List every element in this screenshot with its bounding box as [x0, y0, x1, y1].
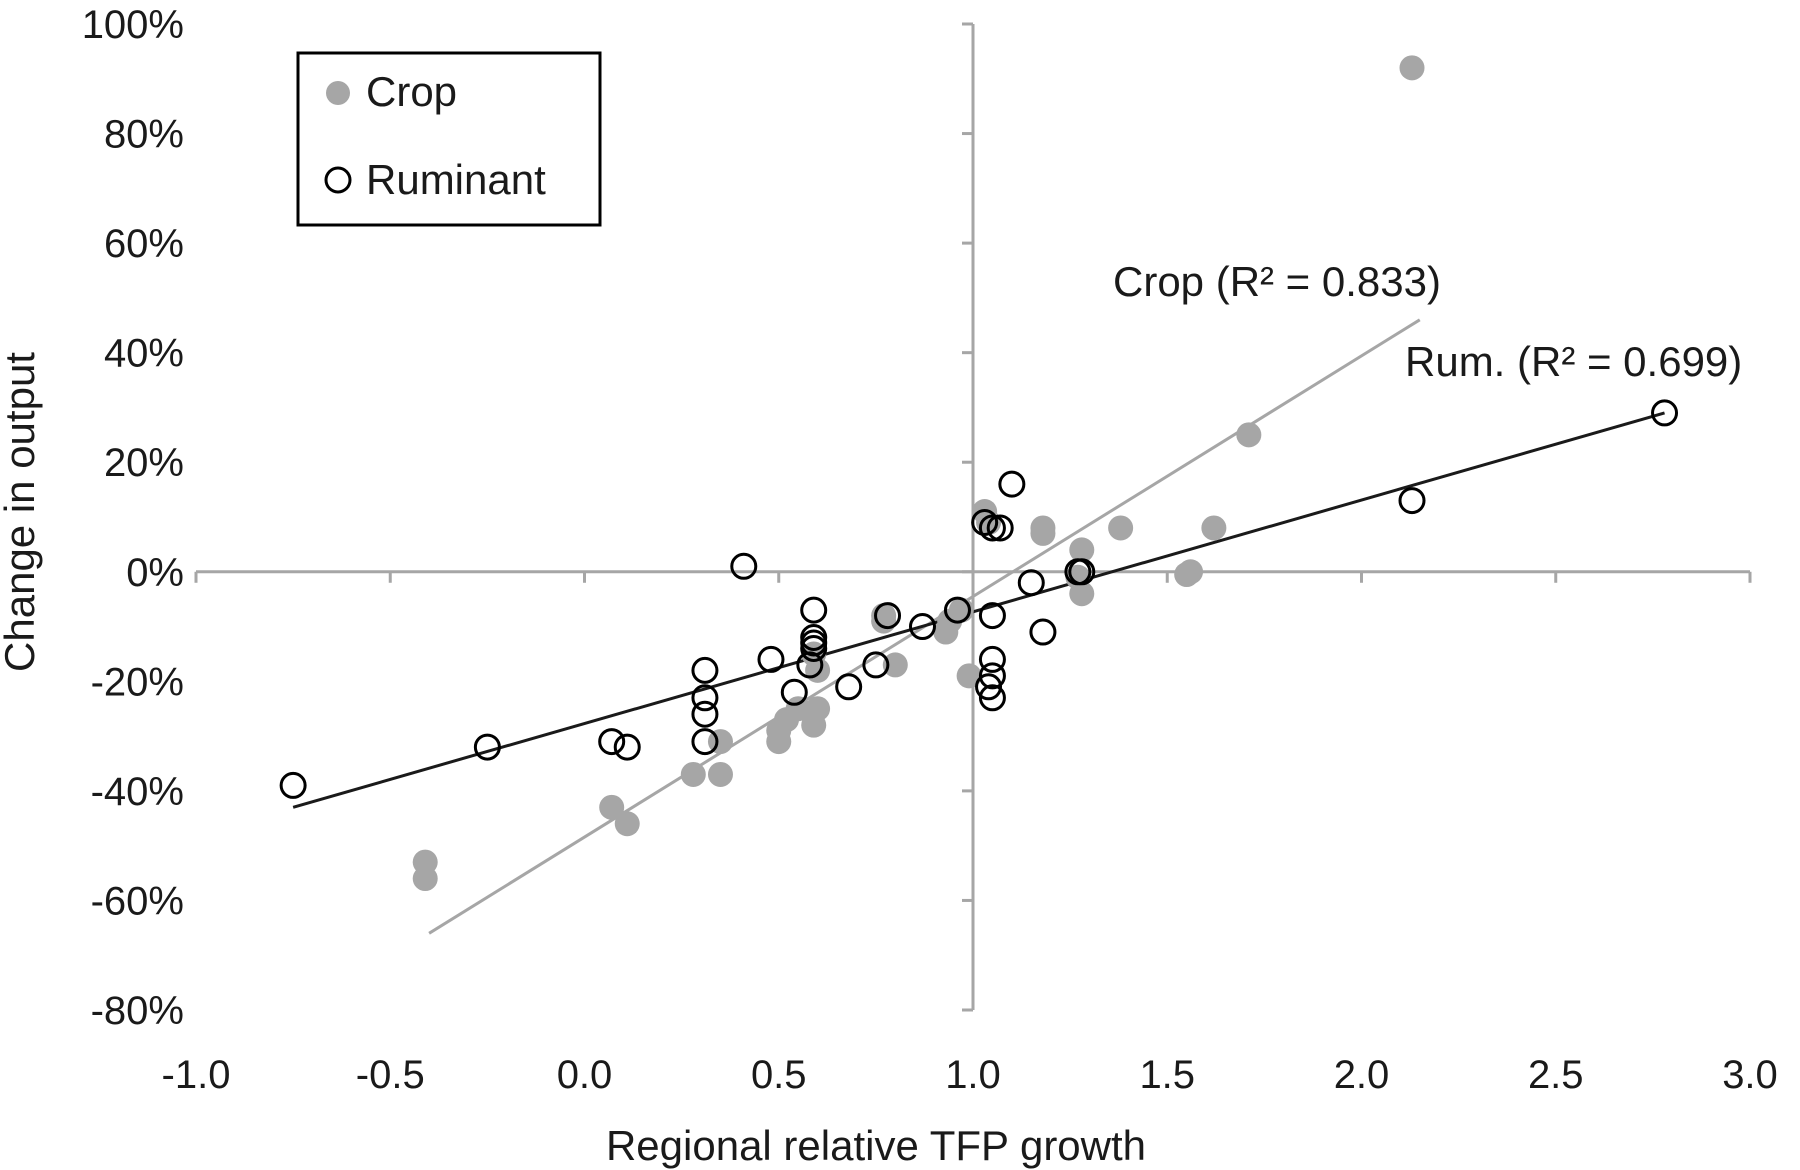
- ruminant-point: [978, 602, 1006, 630]
- ruminant-point: [874, 602, 902, 630]
- ruminant-point: [978, 684, 1006, 712]
- ruminant-point: [975, 673, 1003, 701]
- ruminant-point: [473, 733, 501, 761]
- y-tick-label: -60%: [91, 879, 184, 923]
- y-tick-label: 100%: [82, 3, 184, 47]
- trendlines: [292, 318, 1665, 935]
- y-tick-label: -40%: [91, 770, 184, 814]
- crop-point: [1399, 55, 1425, 81]
- ruminant-point: [1017, 569, 1045, 597]
- ruminant-trendline-label: Rum. (R² = 0.699): [1405, 338, 1742, 385]
- crop-point: [1201, 515, 1227, 541]
- x-tick-label: 3.0: [1722, 1053, 1778, 1097]
- data-points: [279, 55, 1679, 892]
- crop-point: [599, 794, 625, 820]
- y-tick-label: 80%: [104, 113, 184, 157]
- ruminant-point: [613, 733, 641, 761]
- ruminant-point: [862, 651, 890, 679]
- crop-point: [412, 866, 438, 892]
- ruminant-point: [1398, 487, 1426, 515]
- ruminant-point: [780, 678, 808, 706]
- legend-crop-label: Crop: [366, 68, 457, 115]
- legend-ruminant-label: Ruminant: [366, 156, 546, 203]
- crop-point: [1069, 537, 1095, 563]
- ruminant-point: [796, 651, 824, 679]
- ruminant-point: [730, 552, 758, 580]
- x-tick-label: 0.5: [751, 1053, 807, 1097]
- crop-point: [1174, 562, 1200, 588]
- ruminant-point: [908, 613, 936, 641]
- ruminant-point: [835, 673, 863, 701]
- y-tick-label: -80%: [91, 989, 184, 1033]
- ruminant-point: [757, 645, 785, 673]
- crop-point: [774, 707, 800, 733]
- ruminant-point: [800, 596, 828, 624]
- crop-point: [707, 761, 733, 787]
- ruminant-point: [978, 514, 1006, 542]
- ruminant-point: [691, 700, 719, 728]
- ruminant-point: [691, 656, 719, 684]
- x-tick-label: 2.5: [1528, 1053, 1584, 1097]
- ruminant-point: [800, 634, 828, 662]
- ruminant-trendline: [292, 411, 1665, 809]
- x-tick-label: 1.5: [1139, 1053, 1195, 1097]
- ruminant-point: [279, 771, 307, 799]
- ruminant-point: [1651, 399, 1679, 427]
- ruminant-point: [971, 508, 999, 536]
- legend-crop-marker: [326, 81, 350, 105]
- crop-point: [882, 652, 908, 678]
- legend-box: [296, 51, 602, 227]
- crop-point: [1030, 520, 1056, 546]
- crop-point: [680, 761, 706, 787]
- y-axis-title: Change in output: [0, 352, 43, 672]
- y-tick-label: 20%: [104, 441, 184, 485]
- crop-trendline-label: Crop (R² = 0.833): [1113, 258, 1441, 305]
- ruminant-point: [691, 728, 719, 756]
- y-tick-label: 0%: [126, 551, 184, 595]
- crop-point: [801, 712, 827, 738]
- x-tick-label: -0.5: [356, 1053, 425, 1097]
- ruminant-point: [998, 470, 1026, 498]
- ruminant-point: [1064, 558, 1092, 586]
- y-tick-label: 40%: [104, 332, 184, 376]
- ruminant-point: [1029, 618, 1057, 646]
- axes: -1.0 -0.5 0.0 0.5 1.0 1.5 2.0 2.5 3.0 -80% -60% -40…: [82, 3, 1778, 1097]
- ruminant-point: [943, 596, 971, 624]
- legend: Crop Ruminant: [296, 51, 602, 227]
- crop-point: [614, 811, 640, 837]
- crop-point: [1236, 422, 1262, 448]
- x-axis-title: Regional relative TFP growth: [606, 1122, 1146, 1169]
- x-tick-label: -1.0: [162, 1053, 231, 1097]
- ruminant-point: [986, 514, 1014, 542]
- x-tick-label: 2.0: [1334, 1053, 1390, 1097]
- ruminant-point: [691, 684, 719, 712]
- x-tick-label: 1.0: [945, 1053, 1001, 1097]
- x-tick-label: 0.0: [557, 1053, 613, 1097]
- crop-point: [956, 663, 982, 689]
- y-tick-label: -20%: [91, 660, 184, 704]
- ruminant-point: [978, 645, 1006, 673]
- ruminant-point: [978, 662, 1006, 690]
- ruminant-point: [598, 728, 626, 756]
- y-tick-label: 60%: [104, 222, 184, 266]
- legend-ruminant-marker: [324, 166, 352, 194]
- crop-point: [1108, 515, 1134, 541]
